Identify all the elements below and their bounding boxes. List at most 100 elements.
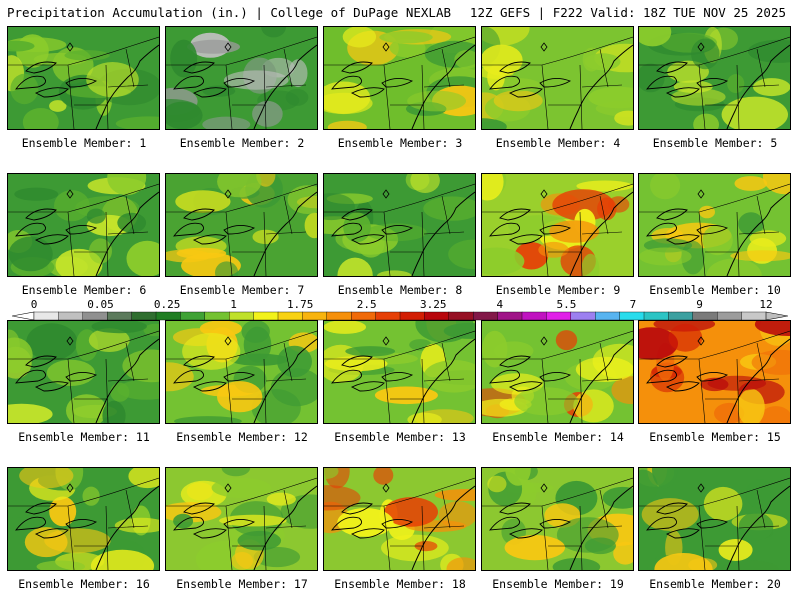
state-borders bbox=[166, 330, 317, 423]
colorbar-swatch bbox=[155, 311, 181, 321]
precip-contour bbox=[434, 489, 475, 501]
precip-contour bbox=[102, 400, 126, 423]
precip-contour bbox=[8, 329, 20, 361]
great-lakes-outline bbox=[646, 208, 729, 245]
colorbar-tick-label: 0.25 bbox=[153, 298, 181, 311]
precip-contour bbox=[734, 176, 768, 191]
colorbar-swatch bbox=[546, 311, 572, 321]
precip-contour bbox=[738, 212, 764, 236]
precip-contour bbox=[614, 110, 633, 126]
colorbar-swatch bbox=[473, 311, 499, 321]
precip-contour bbox=[202, 116, 251, 129]
precip-contour bbox=[229, 353, 289, 366]
location-marker-icon bbox=[697, 483, 705, 493]
precip-contour bbox=[82, 486, 100, 506]
precip-contour bbox=[89, 238, 112, 264]
ensemble-map-panel bbox=[323, 173, 476, 277]
great-lakes-outline bbox=[173, 355, 256, 392]
colorbar-tick-label: 0 bbox=[30, 298, 38, 311]
great-lakes-outline bbox=[489, 208, 572, 245]
precip-contour bbox=[414, 541, 438, 552]
colorbar-swatch bbox=[619, 311, 645, 321]
colorbar-tick-label: 9 bbox=[696, 298, 703, 311]
ensemble-map-panel bbox=[165, 320, 318, 424]
precip-contour bbox=[217, 381, 263, 413]
ensemble-member-label: Ensemble Member: 20 bbox=[649, 577, 781, 591]
ensemble-map-panel bbox=[7, 173, 160, 277]
state-borders bbox=[482, 477, 633, 570]
precip-contour bbox=[381, 534, 449, 562]
location-marker-icon bbox=[382, 42, 390, 52]
model-run-info: 12Z GEFS | F222 Valid: 18Z TUE NOV 25 20… bbox=[469, 5, 786, 20]
colorbar-tick-label: 12 bbox=[759, 298, 773, 311]
great-lakes-outline bbox=[15, 355, 98, 392]
precip-map bbox=[8, 174, 159, 276]
colorbar-min-arrow bbox=[12, 311, 35, 321]
ensemble-member-label: Ensemble Member: 2 bbox=[179, 136, 305, 150]
location-marker-icon bbox=[540, 42, 548, 52]
precip-map bbox=[482, 321, 633, 423]
precip-contour bbox=[407, 412, 442, 423]
precip-contour bbox=[337, 508, 394, 537]
coastline bbox=[411, 485, 475, 570]
ensemble-member-label: Ensemble Member: 10 bbox=[649, 283, 781, 297]
coastline bbox=[253, 338, 317, 423]
precip-contour bbox=[8, 500, 36, 518]
precip-contour bbox=[91, 321, 147, 334]
colorbar-swatch bbox=[106, 311, 133, 321]
precip-contour bbox=[693, 113, 719, 129]
colorbar-swatch bbox=[692, 311, 718, 321]
precip-contour bbox=[581, 253, 600, 276]
precip-contour bbox=[652, 468, 678, 489]
precip-contour bbox=[285, 88, 309, 106]
colorbar-tick-label: 7 bbox=[629, 298, 637, 311]
great-lakes-outline bbox=[646, 502, 729, 539]
great-lakes-outline bbox=[646, 61, 729, 98]
precip-contour bbox=[128, 468, 159, 489]
precip-contour bbox=[261, 27, 286, 38]
precip-contour bbox=[252, 100, 283, 127]
state-borders bbox=[324, 330, 475, 423]
coastline bbox=[95, 485, 159, 570]
precip-contour bbox=[211, 477, 271, 498]
colorbar-swatch bbox=[717, 311, 743, 321]
ensemble-member-label: Ensemble Member: 14 bbox=[492, 430, 624, 444]
precip-contour bbox=[639, 469, 658, 504]
precip-contour bbox=[224, 70, 289, 90]
precip-contour bbox=[611, 376, 633, 405]
precip-contour bbox=[217, 174, 262, 198]
colorbar-swatch bbox=[521, 311, 547, 321]
state-borders bbox=[639, 36, 790, 129]
ensemble-member-label: Ensemble Member: 12 bbox=[176, 430, 308, 444]
great-lakes-outline bbox=[646, 355, 729, 392]
colorbar-swatch bbox=[643, 311, 669, 321]
colorbar-tick-label: 1 bbox=[230, 298, 237, 311]
state-borders bbox=[8, 183, 159, 276]
colorbar-swatch bbox=[33, 311, 59, 321]
precip-contour bbox=[324, 92, 373, 115]
colorbar-swatch bbox=[399, 311, 425, 321]
state-borders bbox=[166, 36, 317, 129]
coastline bbox=[726, 485, 790, 570]
state-borders bbox=[8, 330, 159, 423]
precip-contour bbox=[86, 208, 106, 224]
precip-contour bbox=[654, 553, 713, 570]
ensemble-member-label: Ensemble Member: 1 bbox=[21, 136, 147, 150]
precip-contour bbox=[64, 50, 110, 61]
precip-contour bbox=[745, 479, 775, 509]
precip-contour bbox=[482, 118, 507, 129]
precip-contour bbox=[304, 212, 317, 239]
precip-contour bbox=[241, 321, 270, 343]
precip-map bbox=[166, 27, 317, 129]
precip-contour bbox=[187, 39, 240, 54]
map-title: Precipitation Accumulation (in.) | Colle… bbox=[7, 5, 452, 20]
colorbar-swatch bbox=[375, 311, 401, 321]
coastline bbox=[253, 191, 317, 276]
coastline bbox=[253, 44, 317, 129]
precip-contour bbox=[327, 120, 367, 129]
precip-map bbox=[8, 321, 159, 423]
precip-contour bbox=[703, 486, 743, 521]
state-borders bbox=[166, 183, 317, 276]
colorbar-swatch bbox=[58, 311, 84, 321]
ensemble-member-label: Ensemble Member: 3 bbox=[337, 136, 463, 150]
